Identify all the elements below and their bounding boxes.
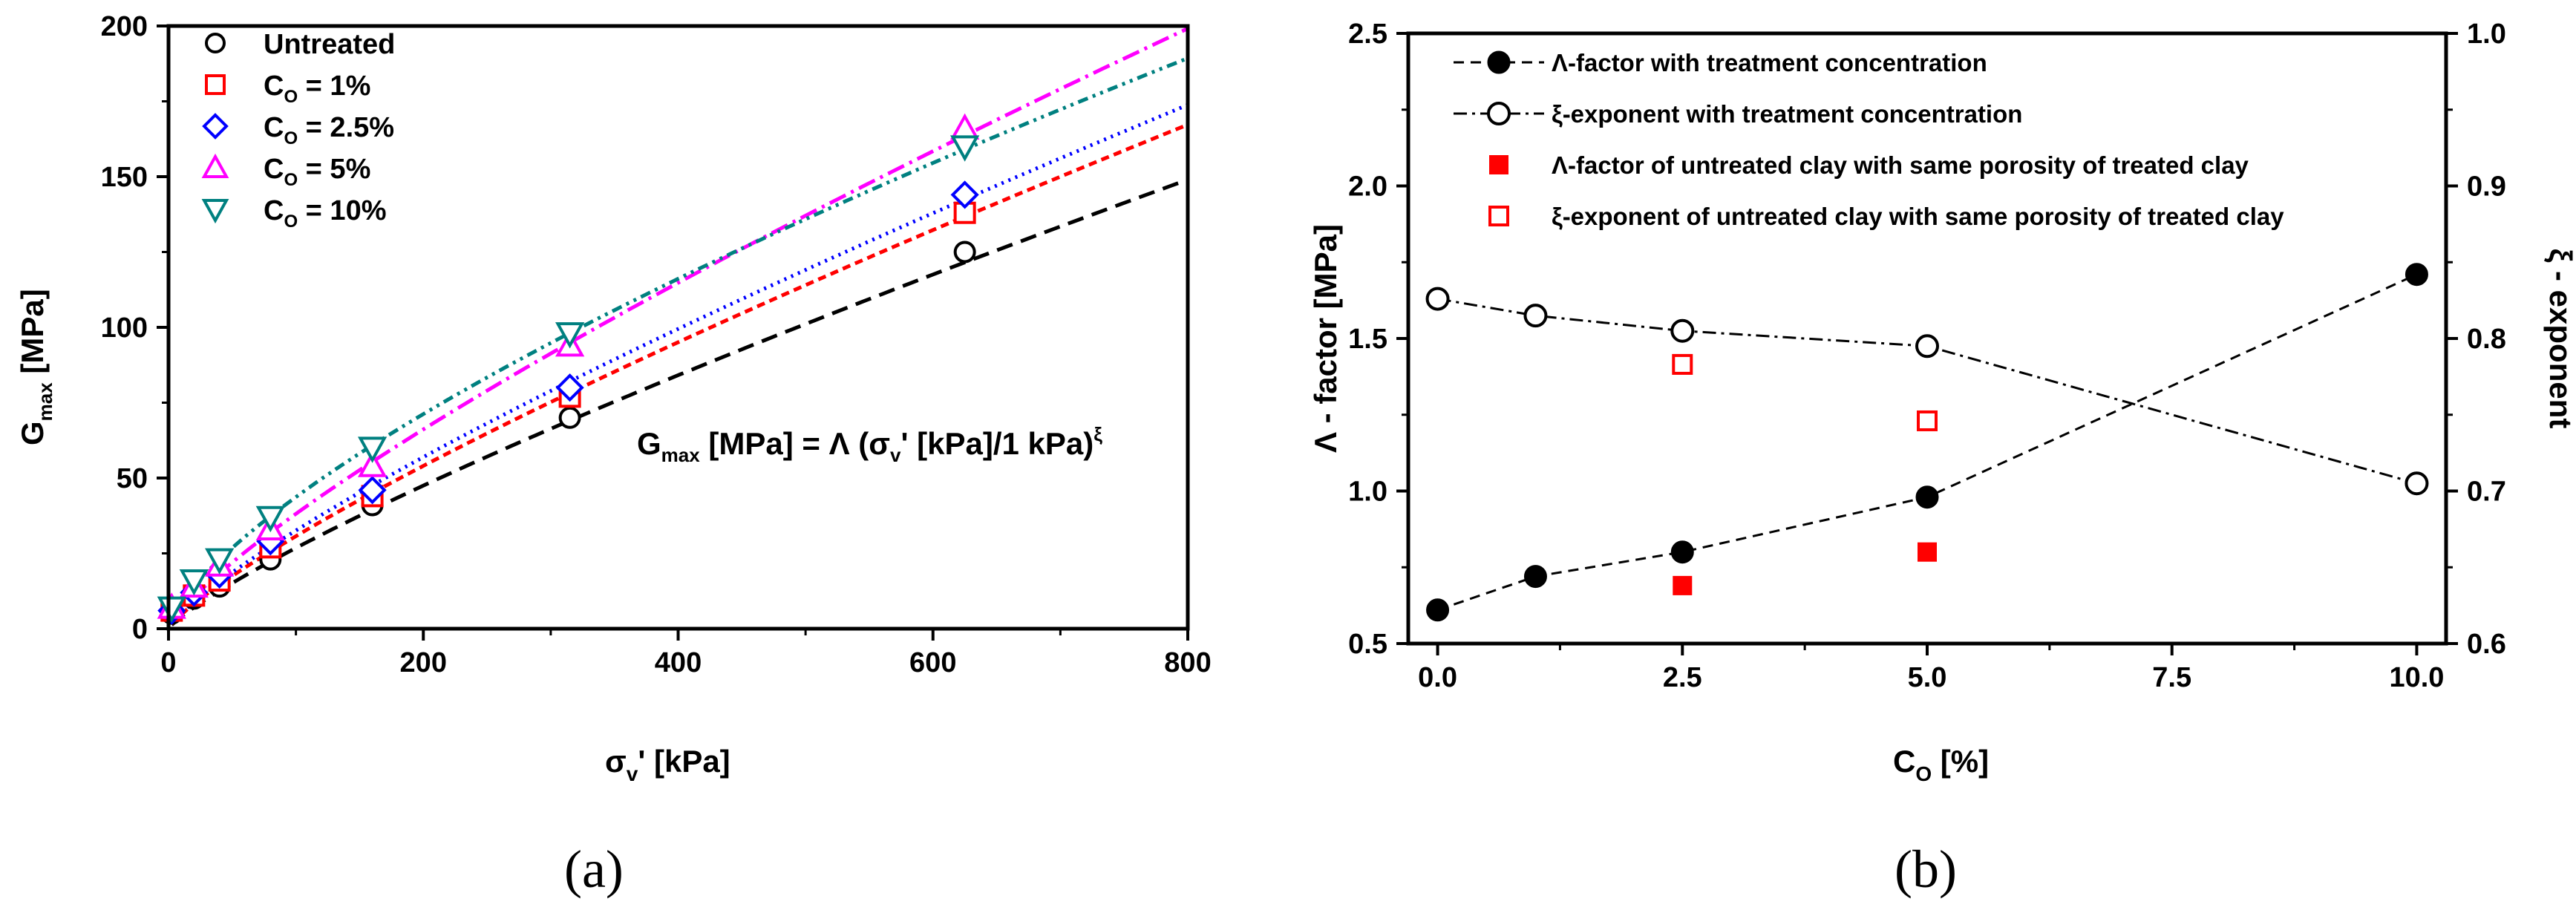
panel-b-y2-tick-label: 0.8 — [2467, 324, 2506, 355]
panel-a-legend-marker-2 — [202, 113, 229, 140]
panel-a-point-s2-5 — [555, 373, 584, 402]
panel-b-legend-label-0: Λ-factor with treatment concentration — [1552, 49, 1987, 76]
panel-a-point-s4-0 — [157, 596, 186, 623]
panel-b-axes-frame — [1406, 31, 2448, 646]
panel-a-point-s4-1 — [179, 569, 209, 596]
panel-b-point-s2-0 — [1673, 575, 1693, 595]
panel-a-chart: 0 200 400 600 800 0 50 100 150 200 Untreated CO =… — [15, 11, 1212, 899]
panel-b-y-tick-label: 1.0 — [1348, 477, 1387, 508]
panel-a-y-tick-label: 200 — [101, 11, 148, 42]
panel-b-point-s3-0 — [1672, 353, 1693, 375]
panel-a-point-s0-6 — [953, 240, 976, 264]
panel-a-y-tick-label: 50 — [117, 463, 148, 494]
panel-b-y2-tick-label: 1.0 — [2467, 19, 2506, 50]
panel-a-point-s4-2 — [205, 548, 235, 575]
panel-b-x-tick-label: 5.0 — [1908, 662, 1947, 693]
panel-b-point-s0-1 — [1523, 565, 1547, 589]
panel-a-point-s4-4 — [357, 436, 388, 463]
panel-b-chart: 0.0 2.5 5.0 7.5 10.0 0.5 1.0 1.5 2.0 2.5 0.6 0.7 0… — [1308, 19, 2576, 899]
panel-a-point-s2-4 — [358, 476, 387, 505]
panel-a-y-tick-label: 150 — [101, 162, 148, 193]
panel-b-series-line-0 — [1437, 273, 2418, 612]
panel-a-legend: Untreated CO = 1% CO = 2.5% CO = 5% CO = 10% — [201, 29, 395, 232]
panel-b-x-tick-label: 2.5 — [1663, 662, 1702, 693]
panel-a-point-s4-3 — [255, 505, 285, 533]
panel-b-legend-label-1: ξ-exponent with treatment concentration — [1552, 100, 2022, 128]
panel-b-x-tick-label: 7.5 — [2152, 662, 2191, 693]
panel-a-point-s3-4 — [357, 451, 388, 477]
panel-b-point-s0-3 — [1915, 485, 1939, 509]
panel-a-label: (a) — [564, 840, 624, 899]
panel-a-fit-line-2 — [170, 102, 1189, 625]
panel-a-axes-frame — [166, 24, 1190, 631]
panel-a-x-tick-label: 800 — [1164, 647, 1211, 678]
panel-a-x-tick-label: 0 — [160, 647, 176, 678]
panel-b-point-s0-0 — [1426, 598, 1450, 622]
panel-b-legend-label-2: Λ-factor of untreated clay with same por… — [1552, 151, 2249, 179]
panel-b-legend-marker-2 — [1489, 155, 1508, 174]
panel-b-x-axis-label: CO [%] — [1893, 744, 1989, 785]
fit-equation: Gmax [MPa] = Λ (σv' [kPa]/1 kPa)ξ — [637, 423, 1102, 466]
panel-b-y-tick-label: 2.5 — [1348, 19, 1387, 50]
panel-b-point-s0-4 — [2405, 263, 2428, 287]
panel-a-point-s2-6 — [950, 180, 979, 209]
panel-a-legend-label-2: CO = 2.5% — [264, 112, 394, 148]
panel-b-x-tick-label: 0.0 — [1418, 662, 1457, 693]
panel-a-legend-marker-1 — [205, 74, 226, 95]
panel-a-x-axis-label: σv' [kPa] — [605, 744, 730, 785]
panel-a-point-s4-5 — [555, 322, 585, 349]
panel-b-point-s3-1 — [1917, 410, 1938, 431]
panel-b-y-tick-label: 0.5 — [1348, 629, 1387, 660]
panel-a-x-tick-label: 400 — [655, 647, 702, 678]
panel-b-point-s2-1 — [1918, 542, 1937, 562]
panel-b-legend-label-3: ξ-exponent of untreated clay with same p… — [1552, 203, 2284, 230]
panel-a-fit-line-4 — [170, 56, 1189, 621]
panel-b-y2-tick-label: 0.7 — [2467, 477, 2506, 508]
panel-a-point-s0-5 — [558, 406, 581, 429]
panel-b-y-axis-label: Λ - factor [MPa] — [1308, 224, 1343, 453]
panel-a-legend-marker-3 — [201, 153, 229, 178]
panel-b-legend-marker-3 — [1488, 206, 1509, 226]
panel-a-point-s4-6 — [950, 135, 980, 162]
panel-b-label: (b) — [1895, 840, 1957, 899]
panel-a-y-tick-label: 0 — [132, 614, 148, 645]
panel-b-x-tick-label: 10.0 — [2389, 662, 2444, 693]
panel-a-legend-label-4: CO = 10% — [264, 195, 387, 232]
panel-b-point-s1-2 — [1670, 318, 1695, 343]
panel-b-legend-marker-0 — [1487, 50, 1511, 74]
panel-b-y2-tick-label: 0.6 — [2467, 629, 2506, 660]
panel-a-legend-label-1: CO = 1% — [264, 71, 370, 107]
panel-b-point-s1-1 — [1523, 304, 1548, 328]
panel-b-y2-axis-label: ξ - exponent — [2543, 249, 2576, 429]
panel-a-fit-line-0 — [170, 177, 1189, 626]
panel-a-x-tick-label: 600 — [909, 647, 956, 678]
panel-b-y2-tick-label: 0.9 — [2467, 171, 2506, 203]
panel-a-legend-marker-4 — [201, 199, 229, 224]
panel-b-point-s1-4 — [2405, 471, 2429, 496]
panel-a-x-tick-label: 200 — [400, 647, 447, 678]
panel-b-point-s1-0 — [1425, 287, 1450, 311]
panel-b-y-tick-label: 2.0 — [1348, 171, 1387, 203]
panel-a-legend-label-3: CO = 5% — [264, 154, 370, 190]
panel-a-fit-line-3 — [170, 27, 1189, 624]
panel-a-y-tick-label: 100 — [101, 312, 148, 344]
panel-b-legend: Λ-factor with treatment concentration ξ-e… — [1454, 49, 2284, 230]
panel-b-y-tick-label: 1.5 — [1348, 324, 1387, 355]
panel-b-point-s0-2 — [1670, 540, 1694, 564]
panel-a-y-axis-label: Gmax [MPa] — [15, 289, 56, 445]
panel-a-legend-marker-0 — [205, 33, 226, 53]
panel-a-fit-line-1 — [170, 122, 1189, 626]
panel-b-legend-marker-1 — [1487, 102, 1511, 125]
panel-a-legend-label-0: Untreated — [264, 29, 395, 60]
panel-b-point-s1-3 — [1915, 334, 1939, 359]
